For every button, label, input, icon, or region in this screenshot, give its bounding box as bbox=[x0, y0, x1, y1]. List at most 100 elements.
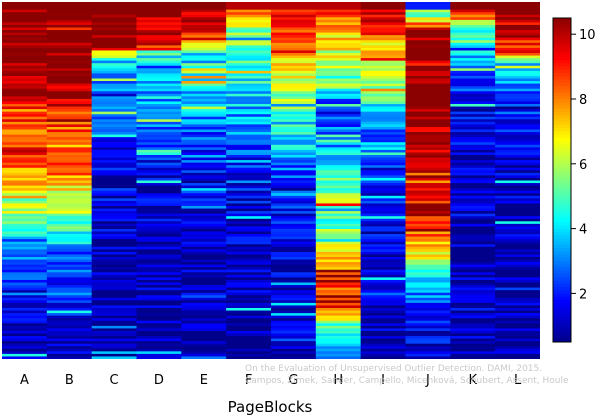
heat-cell bbox=[46, 101, 93, 105]
heat-cell bbox=[360, 262, 407, 266]
colorbar-segment bbox=[553, 235, 571, 239]
heat-cell bbox=[226, 228, 272, 233]
heat-cell bbox=[271, 279, 317, 284]
heat-cell bbox=[450, 226, 496, 230]
heat-cell bbox=[2, 101, 48, 105]
heat-cell bbox=[226, 4, 272, 8]
heat-cell bbox=[495, 9, 540, 13]
heat-cell bbox=[2, 356, 48, 359]
colorbar-segment bbox=[553, 322, 571, 327]
heat-cell bbox=[495, 22, 540, 26]
heat-cell bbox=[136, 183, 182, 187]
heat-cell bbox=[450, 302, 496, 307]
heat-cell bbox=[495, 40, 540, 44]
heat-cell bbox=[2, 53, 48, 57]
heat-cell bbox=[91, 231, 138, 235]
heat-cell bbox=[360, 121, 407, 125]
heat-cell bbox=[2, 45, 48, 49]
heat-cell bbox=[91, 81, 138, 85]
heat-cell bbox=[450, 47, 496, 52]
heat-cell bbox=[405, 170, 451, 174]
heat-cell bbox=[450, 165, 496, 169]
heat-cell bbox=[181, 254, 227, 258]
heat-cell bbox=[495, 55, 540, 59]
heat-cell bbox=[136, 185, 182, 189]
heat-cell bbox=[181, 244, 227, 248]
heat-cell bbox=[360, 320, 407, 324]
heat-cell bbox=[2, 24, 48, 29]
heat-cell bbox=[495, 313, 540, 317]
heat-cell bbox=[91, 272, 138, 276]
heat-cell bbox=[46, 9, 93, 13]
column-J bbox=[405, 2, 451, 359]
heat-cell bbox=[136, 310, 182, 314]
heat-cell bbox=[226, 170, 272, 174]
heat-cell bbox=[405, 2, 451, 6]
heat-cell bbox=[450, 333, 496, 337]
heat-cell bbox=[405, 9, 451, 13]
heat-cell bbox=[271, 101, 317, 105]
heat-cell bbox=[181, 290, 227, 294]
heat-cell bbox=[91, 262, 138, 266]
heat-cell bbox=[271, 180, 317, 184]
heat-cell bbox=[360, 91, 407, 95]
heat-cell bbox=[2, 310, 48, 314]
heat-cell bbox=[136, 206, 182, 210]
heat-cell bbox=[136, 333, 182, 337]
colorbar-segment bbox=[553, 108, 571, 113]
heat-cell bbox=[495, 190, 540, 194]
heat-cell bbox=[450, 27, 496, 31]
heat-cell bbox=[46, 228, 93, 233]
heat-cell bbox=[2, 343, 48, 347]
heat-cell bbox=[360, 75, 407, 80]
heat-cell bbox=[450, 121, 496, 125]
heat-cell bbox=[181, 19, 227, 23]
heat-cell bbox=[136, 157, 182, 161]
heat-cell bbox=[271, 7, 317, 11]
heat-cell bbox=[91, 208, 138, 212]
heat-cell bbox=[495, 277, 540, 281]
heat-cell bbox=[91, 147, 138, 151]
heat-cell bbox=[495, 318, 540, 322]
heat-cell bbox=[271, 351, 317, 355]
heat-cell bbox=[450, 17, 496, 21]
heat-cell bbox=[495, 165, 540, 169]
heat-cell bbox=[46, 195, 93, 199]
heat-cell bbox=[360, 132, 407, 136]
heat-cell bbox=[226, 200, 272, 205]
heat-cell bbox=[91, 346, 138, 350]
heat-cell bbox=[405, 195, 451, 199]
heat-cell bbox=[405, 78, 451, 82]
heat-cell bbox=[271, 14, 317, 18]
heat-cell bbox=[360, 149, 407, 154]
colorbar-segment bbox=[553, 283, 571, 288]
heat-cell bbox=[91, 12, 138, 16]
heat-cell bbox=[405, 4, 451, 8]
heat-cell bbox=[271, 40, 317, 44]
heat-cell bbox=[136, 45, 182, 49]
heat-cell bbox=[315, 142, 362, 146]
heat-cell bbox=[181, 157, 227, 161]
heat-cell bbox=[495, 53, 540, 57]
heat-cell bbox=[181, 121, 227, 125]
heat-cell bbox=[136, 172, 182, 176]
heat-cell bbox=[495, 259, 540, 263]
heat-cell bbox=[271, 81, 317, 85]
heat-cell bbox=[495, 236, 540, 240]
heat-cell bbox=[315, 264, 362, 268]
heat-cell bbox=[360, 165, 407, 169]
colorbar-segment bbox=[553, 228, 571, 233]
colorbar-segment bbox=[553, 144, 571, 149]
heat-cell bbox=[405, 287, 451, 291]
heat-cell bbox=[91, 292, 138, 296]
heat-cell bbox=[495, 300, 540, 304]
heat-cell bbox=[181, 200, 227, 205]
heat-cell bbox=[405, 139, 451, 143]
heat-cell bbox=[271, 185, 317, 189]
heat-cell bbox=[136, 264, 182, 268]
heat-cell bbox=[91, 193, 138, 197]
heat-cell bbox=[271, 262, 317, 266]
heat-cell bbox=[271, 272, 317, 276]
heat-cell bbox=[450, 308, 496, 312]
